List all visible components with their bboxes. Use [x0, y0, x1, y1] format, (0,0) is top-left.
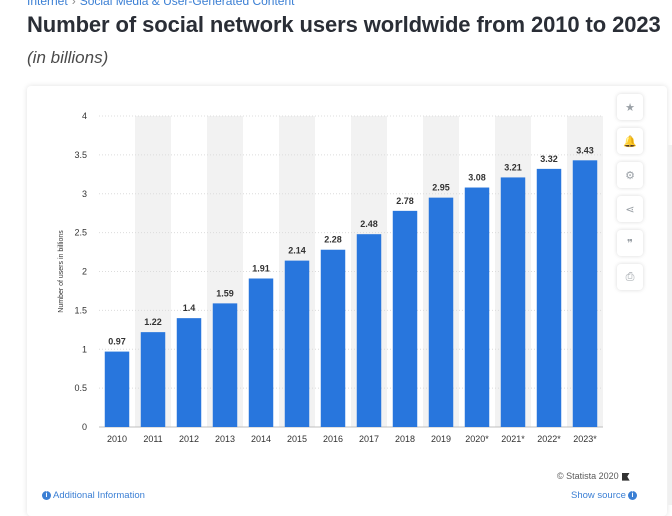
breadcrumb[interactable]: Internet › Social Media & User-Generated C…	[27, 0, 294, 8]
chart-toolbar: ★ 🔔 ⚙ ⋖ ❞ ⎙	[617, 94, 645, 298]
bar-2018[interactable]	[392, 210, 418, 427]
data-label: 3.32	[540, 154, 558, 164]
info-icon: i	[42, 490, 51, 500]
y-tick-label: 3	[82, 189, 87, 199]
y-tick-label: 3.5	[74, 150, 87, 160]
page-subtitle: (in billions)	[27, 48, 109, 67]
copyright-text: © Statista 2020	[557, 471, 619, 481]
x-tick-label: 2010	[107, 434, 127, 444]
x-tick-label: 2012	[179, 434, 199, 444]
x-tick-label: 2017	[359, 434, 379, 444]
data-label: 1.59	[216, 288, 234, 298]
show-source-label: Show source	[571, 490, 626, 501]
bar-2021*[interactable]	[500, 177, 526, 427]
x-tick-label: 2011	[143, 434, 162, 444]
show-source-link[interactable]: Show source i	[571, 490, 637, 501]
data-label: 2.95	[432, 183, 450, 193]
y-tick-label: 1	[82, 344, 87, 354]
x-tick-label: 2023*	[573, 434, 597, 444]
bar-2020*[interactable]	[464, 187, 490, 427]
breadcrumb-link-social-media[interactable]: Social Media & User-Generated Content	[79, 0, 295, 8]
y-tick-label: 0	[82, 422, 87, 432]
print-icon: ⎙	[625, 270, 635, 283]
bell-icon: 🔔	[623, 135, 637, 148]
gear-icon: ⚙	[625, 169, 635, 182]
y-tick-label: 0.5	[74, 383, 87, 393]
quote-icon: ❞	[627, 237, 633, 250]
data-label: 2.28	[324, 235, 342, 245]
star-button[interactable]: ★	[617, 94, 643, 120]
share-icon: ⋖	[625, 203, 635, 216]
bar-2023*[interactable]	[572, 160, 598, 427]
data-label: 2.48	[360, 219, 378, 229]
x-tick-label: 2018	[395, 434, 415, 444]
x-tick-label: 2019	[431, 434, 451, 444]
chart-card: 0 0.5 1 1.5 2 2.5 3 3.5 4 0.97 2010 1.22 2011 1.4 2012…	[27, 86, 667, 516]
bar-2016[interactable]	[320, 249, 346, 427]
y-tick-label: 2	[82, 267, 87, 277]
bar-2012[interactable]	[176, 318, 202, 427]
breadcrumb-link-internet[interactable]: Internet	[27, 0, 68, 8]
x-tick-label: 2016	[323, 434, 343, 444]
data-label: 1.4	[183, 303, 196, 313]
y-axis-title: Number of users in billions	[58, 230, 65, 313]
page-edge-divider	[668, 145, 672, 505]
print-button[interactable]: ⎙	[617, 264, 643, 290]
bar-2022*[interactable]	[536, 168, 562, 427]
x-tick-label: 2014	[251, 434, 271, 444]
star-icon: ★	[625, 101, 635, 114]
bar-2015[interactable]	[284, 260, 310, 427]
data-label: 3.21	[504, 162, 522, 172]
copyright-notice: © Statista 2020	[557, 471, 630, 481]
y-tick-label: 4	[82, 111, 87, 121]
bar-2010[interactable]	[104, 351, 130, 427]
quote-button[interactable]: ❞	[617, 230, 643, 256]
page-title: Number of social network users worldwide…	[27, 12, 661, 37]
share-button[interactable]: ⋖	[617, 196, 643, 222]
flag-icon[interactable]	[621, 472, 630, 481]
additional-information-link[interactable]: i Additional Information	[42, 490, 145, 501]
data-label: 2.14	[288, 246, 306, 256]
bar-2011[interactable]	[140, 332, 166, 427]
bar-2019[interactable]	[428, 197, 454, 427]
bar-2013[interactable]	[212, 303, 238, 427]
bell-button[interactable]: 🔔	[617, 128, 643, 154]
y-tick-label: 2.5	[74, 228, 87, 238]
x-tick-label: 2021*	[501, 434, 525, 444]
additional-information-label: Additional Information	[53, 490, 145, 501]
x-tick-label: 2022*	[537, 434, 561, 444]
data-label: 2.78	[396, 196, 414, 206]
breadcrumb-separator: ›	[71, 0, 76, 8]
data-label: 1.91	[252, 263, 270, 273]
data-label: 3.08	[468, 173, 486, 183]
data-label: 3.43	[576, 145, 594, 155]
x-tick-label: 2013	[215, 434, 235, 444]
x-tick-label: 2020*	[465, 434, 489, 444]
data-label: 1.22	[144, 317, 162, 327]
y-tick-label: 1.5	[74, 305, 87, 315]
info-icon: i	[627, 490, 637, 500]
bar-chart: 0 0.5 1 1.5 2 2.5 3 3.5 4 0.97 2010 1.22 2011 1.4 2012…	[58, 111, 603, 444]
data-label: 0.97	[108, 337, 126, 347]
bar-2014[interactable]	[248, 278, 274, 427]
bar-2017[interactable]	[356, 234, 382, 427]
gear-button[interactable]: ⚙	[617, 162, 643, 188]
x-tick-label: 2015	[287, 434, 307, 444]
